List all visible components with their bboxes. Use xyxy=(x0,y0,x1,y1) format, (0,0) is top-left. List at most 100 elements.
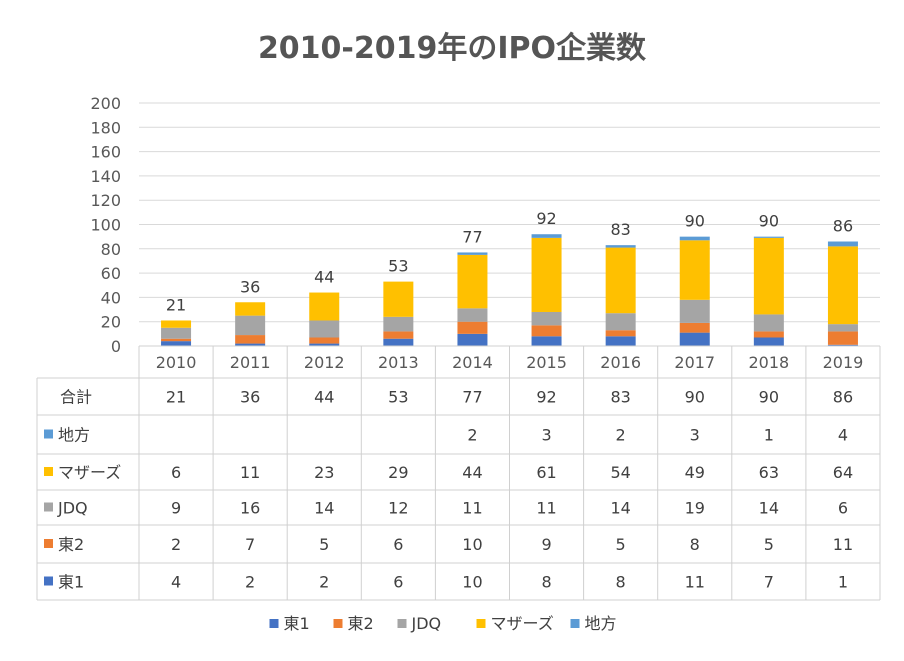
legend-key xyxy=(44,429,53,439)
table-cell: 90 xyxy=(685,388,705,407)
bar-segment xyxy=(753,237,784,315)
bar-segment xyxy=(679,322,710,333)
table-row-label: 東2 xyxy=(58,535,84,554)
bar-segment xyxy=(753,337,784,346)
table-cell: 54 xyxy=(610,463,630,482)
bar-segment xyxy=(457,308,488,322)
table-cell: 21 xyxy=(166,388,186,407)
table-cell: 29 xyxy=(388,463,408,482)
grid-lines xyxy=(139,102,880,323)
bar-segment xyxy=(383,331,414,339)
total-label: 90 xyxy=(759,212,779,231)
table-cell: 2 xyxy=(616,426,626,445)
table-cell: 49 xyxy=(685,463,705,482)
total-label: 44 xyxy=(314,268,334,287)
bar-segment xyxy=(679,332,710,346)
total-labels: 21 36 44 53 77 92 83 90 90 86 xyxy=(166,209,853,314)
bar-segment xyxy=(531,325,562,337)
legend-label: 地方 xyxy=(585,614,617,633)
bar-segment xyxy=(605,330,636,337)
table-cell: 83 xyxy=(610,388,630,407)
table-cell: 4 xyxy=(838,426,848,445)
table-cell: 53 xyxy=(388,388,408,407)
x-tick-label: 2014 xyxy=(452,353,493,372)
bar-segment xyxy=(309,337,340,344)
table-cell: 7 xyxy=(764,573,774,592)
bar-segment xyxy=(457,321,488,334)
table-cell: 64 xyxy=(833,463,853,482)
x-tick-label: 2016 xyxy=(600,353,641,372)
table-cell: 11 xyxy=(536,499,556,518)
legend-label: JDQ xyxy=(411,614,442,633)
table-cell: 6 xyxy=(171,463,181,482)
table-cell: 10 xyxy=(462,573,482,592)
bar-segment xyxy=(531,237,562,312)
bar-segment xyxy=(161,320,192,328)
legend-swatch xyxy=(333,619,343,628)
legend-swatch xyxy=(570,619,580,628)
bar-segment xyxy=(753,236,784,238)
table-cell: 11 xyxy=(462,499,482,518)
table-cell: 6 xyxy=(838,499,848,518)
table-cell: 11 xyxy=(833,535,853,554)
bar-segment xyxy=(457,333,488,346)
table-cell: 14 xyxy=(314,499,334,518)
table-row-label: 合計 xyxy=(60,388,92,407)
table-cell: 44 xyxy=(462,463,482,482)
table-cell: 4 xyxy=(171,573,181,592)
bar-segment xyxy=(309,292,340,321)
bar-segment xyxy=(827,246,858,325)
legend-label: 東2 xyxy=(348,614,374,633)
table-cell: 14 xyxy=(759,499,779,518)
table-cell: 9 xyxy=(171,499,181,518)
y-tick-label: 100 xyxy=(90,216,121,235)
bar-segment xyxy=(605,313,636,331)
table-row-label: 地方 xyxy=(58,426,90,445)
table-cell: 36 xyxy=(240,388,260,407)
table-cell: 86 xyxy=(833,388,853,407)
y-axis: 0 20 40 60 80 100 120 140 160 180 200 xyxy=(90,94,121,356)
table-cell: 10 xyxy=(462,535,482,554)
x-tick-label: 2018 xyxy=(748,353,789,372)
bar-segment xyxy=(605,336,636,346)
y-tick-label: 140 xyxy=(90,167,121,186)
bar-segment xyxy=(235,343,266,346)
total-label: 92 xyxy=(536,209,556,228)
table-cell: 3 xyxy=(541,426,551,445)
x-tick-label: 2010 xyxy=(156,353,197,372)
x-tick-label: 2012 xyxy=(304,353,345,372)
table-cell: 8 xyxy=(690,535,700,554)
table-cell: 1 xyxy=(764,426,774,445)
bar-segment xyxy=(383,316,414,332)
total-label: 90 xyxy=(685,212,705,231)
y-tick-label: 120 xyxy=(90,191,121,210)
y-tick-label: 20 xyxy=(101,313,121,332)
x-tick-label: 2019 xyxy=(823,353,864,372)
bar-segment xyxy=(679,299,710,323)
table-cell: 5 xyxy=(319,535,329,554)
y-tick-label: 80 xyxy=(101,240,121,259)
total-label: 36 xyxy=(240,277,260,296)
table-cell: 92 xyxy=(536,388,556,407)
y-tick-label: 180 xyxy=(90,118,121,137)
total-label: 83 xyxy=(610,220,630,239)
table-cell: 11 xyxy=(240,463,260,482)
table-cell: 90 xyxy=(759,388,779,407)
total-label: 77 xyxy=(462,227,482,246)
table-cell: 14 xyxy=(610,499,630,518)
bar-segment xyxy=(827,344,858,346)
table-cell: 3 xyxy=(690,426,700,445)
table-cell: 6 xyxy=(393,573,403,592)
table-cell: 9 xyxy=(541,535,551,554)
bar-segment xyxy=(161,338,192,342)
table-cell: 61 xyxy=(536,463,556,482)
legend-swatch xyxy=(476,619,486,628)
bar-segment xyxy=(161,341,192,346)
total-label: 21 xyxy=(166,295,186,314)
legend-label: マザーズ xyxy=(491,614,554,633)
table-cell: 5 xyxy=(616,535,626,554)
table-row-label: マザーズ xyxy=(58,463,121,482)
bar-segment xyxy=(383,338,414,346)
bar-segment xyxy=(309,320,340,338)
table-cell: 12 xyxy=(388,499,408,518)
